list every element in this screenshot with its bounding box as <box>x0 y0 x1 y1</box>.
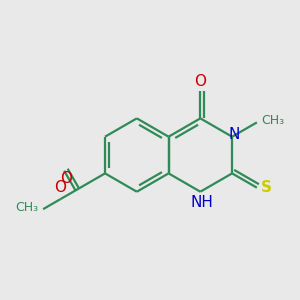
Text: NH: NH <box>191 195 214 210</box>
Text: O: O <box>194 74 206 89</box>
Text: S: S <box>261 180 272 195</box>
Text: CH₃: CH₃ <box>16 201 39 214</box>
Text: O: O <box>55 180 67 195</box>
Text: CH₃: CH₃ <box>261 114 284 127</box>
Text: O: O <box>60 171 72 186</box>
Text: N: N <box>228 128 240 142</box>
